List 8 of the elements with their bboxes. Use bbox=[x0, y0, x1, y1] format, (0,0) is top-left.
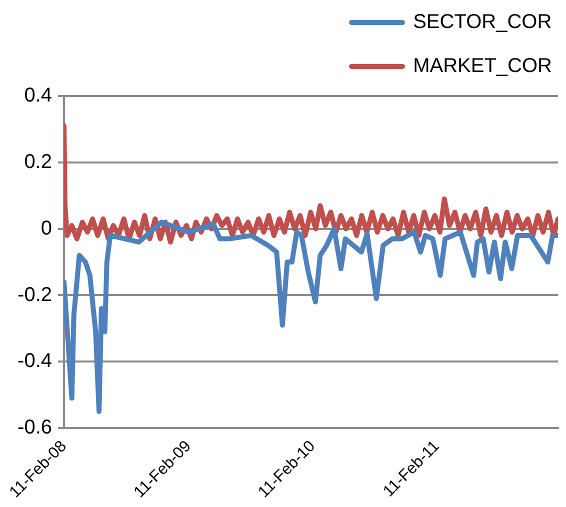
y-tick-label: -0.4 bbox=[18, 350, 52, 372]
legend-label: SECTOR_COR bbox=[413, 10, 552, 34]
y-tick-label: 0 bbox=[40, 217, 52, 240]
y-tick-label: 0.2 bbox=[24, 150, 52, 173]
y-tick-label: 0.4 bbox=[24, 84, 52, 107]
y-tick-label: -0.6 bbox=[18, 416, 52, 439]
y-tick-label: -0.2 bbox=[18, 284, 52, 306]
legend-label: MARKET_COR bbox=[413, 54, 552, 78]
